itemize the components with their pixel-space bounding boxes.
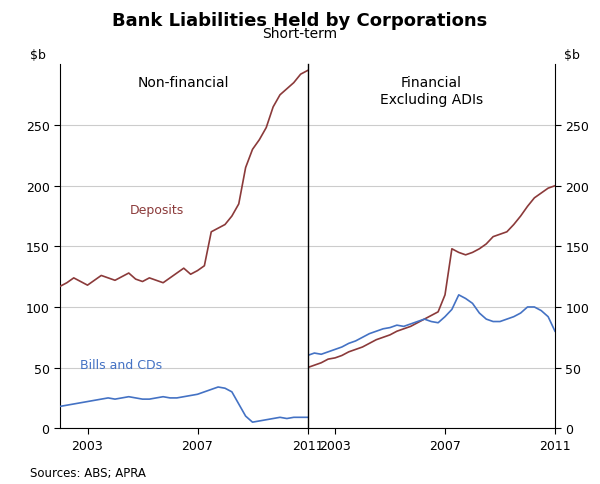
Text: Bills and CDs: Bills and CDs [80, 358, 162, 371]
Text: Sources: ABS; APRA: Sources: ABS; APRA [30, 466, 146, 479]
Text: Bank Liabilities Held by Corporations: Bank Liabilities Held by Corporations [112, 12, 488, 30]
Text: $b: $b [564, 49, 580, 62]
Text: Short-term: Short-term [262, 27, 338, 41]
Text: Deposits: Deposits [130, 204, 184, 217]
Text: Non-financial: Non-financial [138, 76, 230, 90]
Text: Financial
Excluding ADIs: Financial Excluding ADIs [380, 76, 483, 106]
Text: $b: $b [30, 49, 46, 62]
